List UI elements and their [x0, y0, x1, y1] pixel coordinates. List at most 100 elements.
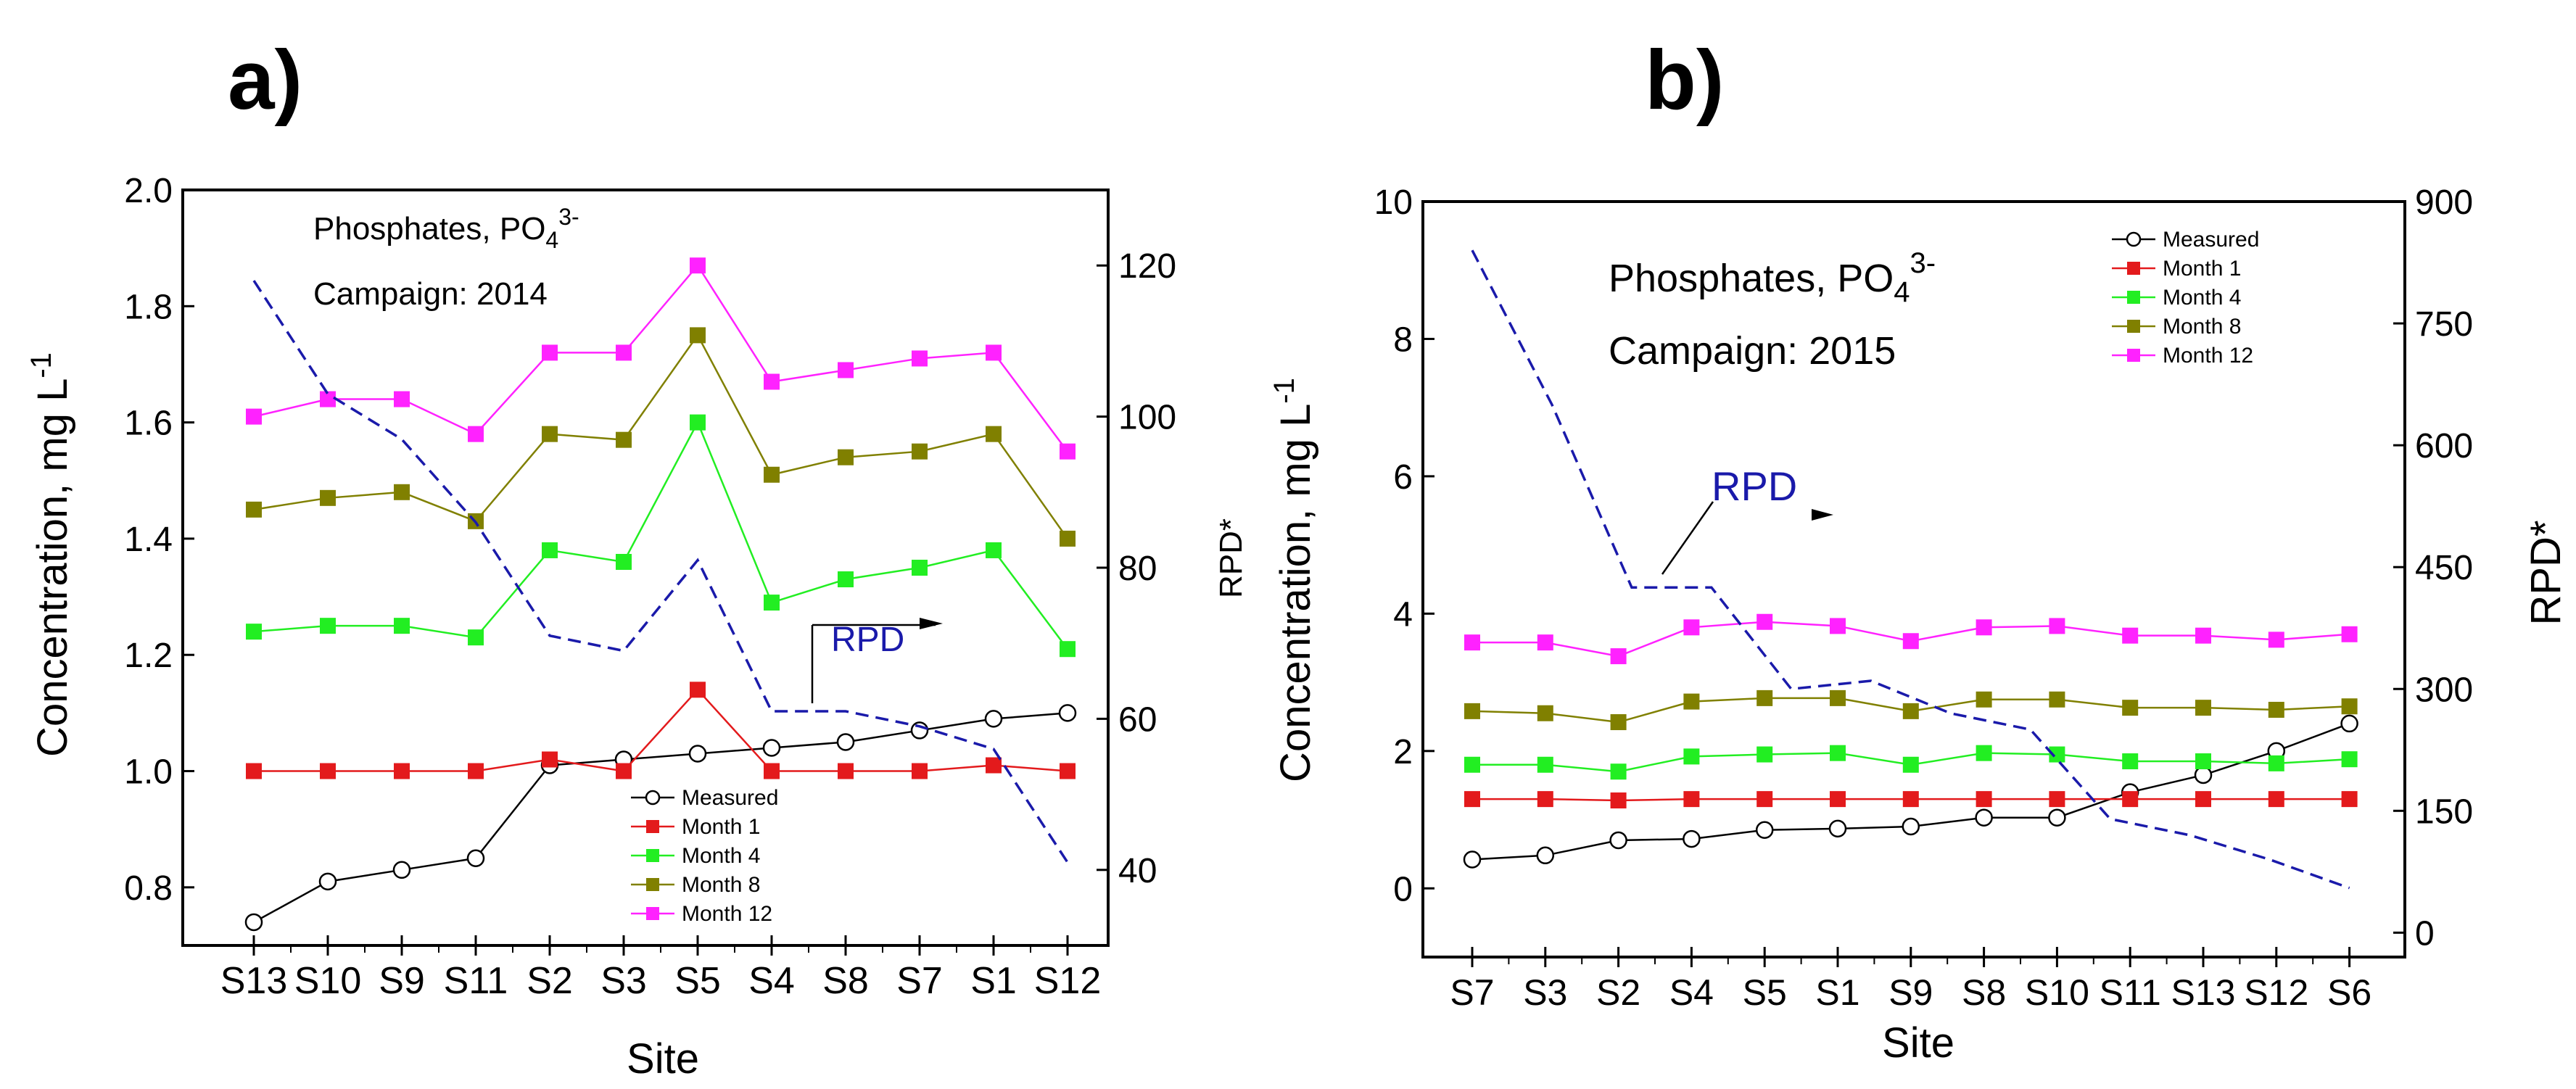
data-point-month-8	[2049, 691, 2065, 708]
panel-a-label: a)	[228, 33, 302, 127]
panel-a-annotation-campaign: Campaign: 2014	[313, 276, 548, 312]
y2-tick-label: 300	[2415, 671, 2473, 709]
data-point-month-12	[2122, 627, 2139, 644]
data-point-month-4	[1976, 745, 1992, 761]
data-point-measured	[1609, 831, 1627, 850]
data-point-month-1	[468, 763, 484, 779]
data-point-month-8	[320, 489, 336, 506]
data-point-month-4	[1060, 641, 1076, 658]
data-point-measured	[1975, 808, 1993, 827]
data-point-month-4	[1902, 756, 1919, 773]
panel-b-y-ticks: 0 2 4 6 8 10	[1374, 183, 1434, 908]
data-point-month-8	[616, 431, 632, 448]
data-point-measured	[466, 849, 485, 868]
data-point-month-4	[912, 560, 928, 576]
y-tick-label: 1.4	[124, 521, 173, 559]
data-point-month-4	[986, 542, 1002, 558]
data-point-month-1	[1537, 791, 1553, 808]
data-point-month-12	[1060, 443, 1076, 460]
y-tick-label: 1.0	[124, 753, 173, 792]
y-tick-label: 1.8	[124, 288, 173, 326]
panel-b-legend: Measured Month 1 Month 4 Month 8 Month 12	[2112, 228, 2259, 368]
legend-label-month-4: Month 4	[2163, 286, 2241, 310]
data-point-month-1	[764, 763, 780, 779]
series-line-month-1	[254, 688, 1068, 772]
y-tick-label: 4	[1393, 595, 1413, 634]
data-point-month-12	[2341, 626, 2358, 642]
series-line-month-12	[253, 264, 1069, 452]
panel-b-annotation-sub: 4	[1894, 276, 1910, 308]
data-point-month-12	[1464, 634, 1480, 651]
data-point-month-12	[1683, 619, 1700, 636]
data-point-month-4	[1830, 745, 1846, 761]
x-tick-label: S2	[527, 960, 573, 1002]
data-point-month-8	[1060, 530, 1076, 547]
data-point-month-4	[838, 571, 854, 588]
data-point-month-1	[246, 763, 262, 779]
panel-a-rpd-arrow-icon	[920, 618, 943, 629]
data-point-month-8	[764, 466, 780, 483]
data-point-measured	[2340, 714, 2358, 733]
data-point-month-1	[2195, 791, 2211, 808]
data-point-measured	[1683, 829, 1701, 848]
data-point-month-4	[2268, 755, 2284, 771]
y-tick-label: 0.8	[124, 869, 173, 908]
data-point-measured	[1902, 817, 1920, 836]
panel-a-y-axis-label: Concentration, mg L-1	[25, 352, 76, 757]
data-point-month-12	[1830, 618, 1846, 634]
data-point-month-8	[1537, 705, 1553, 721]
data-point-measured	[836, 733, 855, 751]
data-point-month-8	[394, 484, 410, 500]
panel-b-x-ticks: S7 S3 S2 S4 S5 S1 S9 S8 S10 S11 S13 S12 S6	[1450, 947, 2371, 1013]
panel-b-rpd-pointer-line	[1661, 501, 1714, 575]
panel-a-annotation-sub: 4	[545, 227, 558, 253]
y2-tick-label: 0	[2415, 914, 2435, 953]
panel-b-annotation-text: Phosphates, PO	[1609, 257, 1894, 300]
data-point-month-4	[2122, 753, 2139, 770]
panel-a-y2-ticks: 40 60 80 100 120	[1097, 247, 1176, 890]
panel-b-label: b)	[1645, 33, 1725, 127]
data-point-month-12	[1610, 648, 1627, 665]
data-point-month-12	[1537, 634, 1553, 651]
data-point-month-8	[1976, 691, 1992, 708]
legend-label-month-12: Month 12	[2163, 344, 2253, 368]
data-point-month-4	[320, 618, 336, 634]
series-line-measured	[253, 712, 1068, 924]
legend-marker-month-12	[2127, 349, 2140, 362]
y2-tick-label: 60	[1118, 700, 1157, 739]
data-point-month-4	[1464, 756, 1480, 773]
data-point-month-12	[912, 350, 928, 367]
data-point-month-8	[838, 449, 854, 465]
data-point-month-12	[246, 408, 262, 425]
x-tick-label: S8	[822, 960, 869, 1002]
y2-tick-label: 100	[1118, 399, 1176, 437]
data-point-month-1	[1756, 791, 1773, 808]
data-point-month-12	[1756, 613, 1773, 630]
data-point-month-12	[468, 426, 484, 442]
data-point-month-1	[912, 763, 928, 779]
data-point-month-4	[542, 542, 558, 558]
data-point-measured	[910, 721, 929, 740]
data-point-measured	[762, 739, 781, 757]
data-point-month-12	[2195, 627, 2211, 644]
data-point-month-12	[1976, 619, 1992, 636]
panel-a-y-axis-label-text: Concentration, mg L	[29, 378, 76, 757]
x-tick-label: S9	[379, 960, 425, 1002]
panel-b-rpd-arrow-icon	[1812, 509, 1833, 521]
x-tick-label: S8	[1962, 972, 2006, 1013]
legend-marker-month-8	[2127, 320, 2140, 333]
x-tick-label: S10	[294, 960, 362, 1002]
x-tick-label: S12	[1034, 960, 1102, 1002]
data-point-month-12	[838, 362, 854, 378]
data-point-month-1	[1610, 792, 1627, 809]
data-point-month-1	[616, 763, 632, 779]
panel-a: a) 0.8 1.0 1.2 1.4 1.6 1.8 2.0 40 60 80 100 120 S1…	[25, 33, 1249, 1082]
x-tick-label: S7	[1450, 972, 1494, 1013]
data-point-measured	[1463, 850, 1482, 869]
y-tick-label: 2	[1393, 733, 1413, 771]
legend-marker-month-4	[2127, 291, 2140, 304]
legend-marker-measured	[2126, 231, 2142, 247]
data-point-month-12	[320, 391, 336, 407]
data-point-month-1	[1060, 763, 1076, 779]
